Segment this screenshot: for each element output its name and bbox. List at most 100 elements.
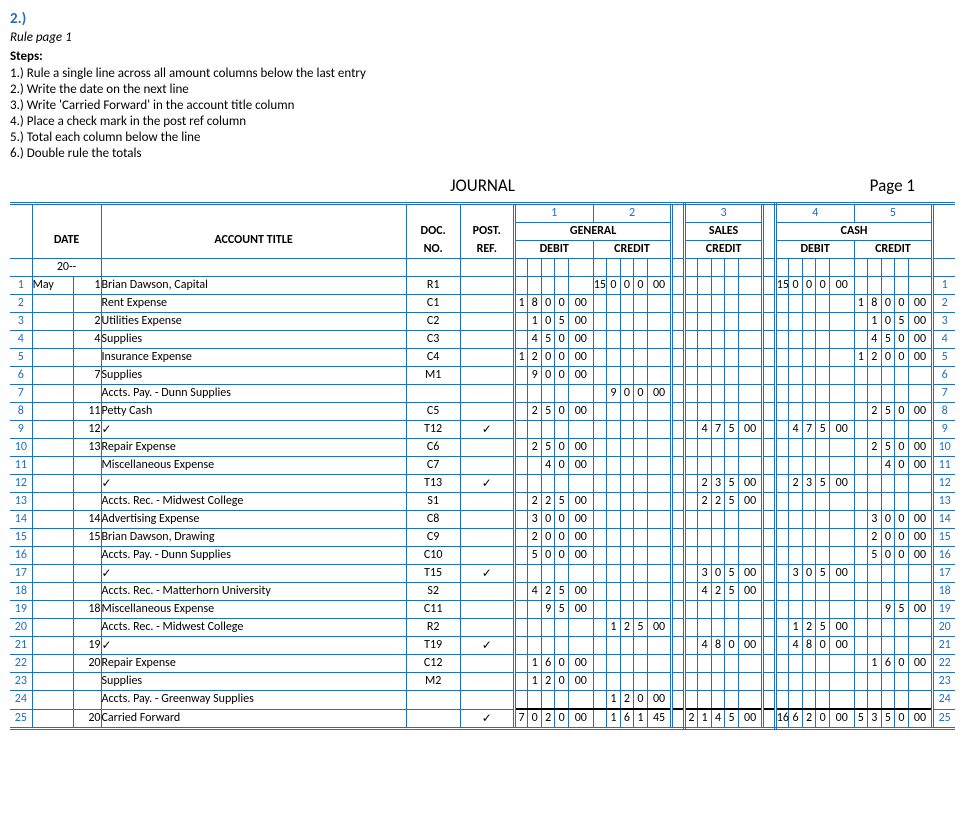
amount-cents xyxy=(647,601,672,619)
table-row: 11Miscellaneous ExpenseC74000400011 xyxy=(10,457,955,475)
amount-cents: 00 xyxy=(829,421,854,439)
table-row: 23SuppliesM21200023 xyxy=(10,673,955,691)
amount-digit xyxy=(593,403,607,421)
amount-cents xyxy=(647,547,672,565)
row-number-right: 4 xyxy=(933,331,955,349)
account-title-cell: Rent Expense xyxy=(101,295,406,313)
group-spacer xyxy=(672,691,684,710)
cash-header: CASH xyxy=(775,223,933,241)
amount-cents xyxy=(829,295,854,313)
account-title-cell: Accts. Rec. - Midwest College xyxy=(101,493,406,511)
amount-digit xyxy=(816,313,830,331)
table-row: 2220Repair ExpenseC12160001600022 xyxy=(10,655,955,673)
amount-cents xyxy=(738,313,763,331)
step-item: 4.) Place a check mark in the post ref c… xyxy=(10,114,955,129)
amount-digit xyxy=(711,313,725,331)
year-row: 20-- xyxy=(10,259,955,277)
doc-no-cell: R2 xyxy=(406,619,460,637)
amount-cents xyxy=(738,655,763,673)
amount-digit xyxy=(868,421,882,439)
amount-digit xyxy=(634,637,648,655)
amount-digit xyxy=(854,475,868,493)
amount-digit xyxy=(816,367,830,385)
amount-cents: 00 xyxy=(568,295,593,313)
row-number-right: 9 xyxy=(933,421,955,439)
amount-cents xyxy=(738,619,763,637)
amount-digit xyxy=(634,295,648,313)
amount-cents xyxy=(829,367,854,385)
day-cell xyxy=(74,475,101,493)
table-row: 16Accts. Pay. - Dunn SuppliesC1050000500… xyxy=(10,547,955,565)
amount-digit: 3 xyxy=(868,511,882,529)
doc-no-cell: C6 xyxy=(406,439,460,457)
row-number-right: 22 xyxy=(933,655,955,673)
table-row: 912✓T12✓47500475009 xyxy=(10,421,955,439)
row-number-left: 2 xyxy=(10,295,32,313)
account-title-cell: Supplies xyxy=(101,331,406,349)
amount-digit xyxy=(620,655,634,673)
row-number-left: 7 xyxy=(10,385,32,403)
amount-digit xyxy=(854,277,868,295)
amount-digit xyxy=(607,493,621,511)
amount-digit xyxy=(528,565,542,583)
amount-digit xyxy=(816,439,830,457)
amount-digit: 1 xyxy=(634,709,648,729)
month-cell xyxy=(32,493,74,511)
amount-cents xyxy=(908,385,933,403)
amount-digit xyxy=(607,331,621,349)
amount-digit xyxy=(789,457,803,475)
amount-digit: 5 xyxy=(725,565,739,583)
amount-digit: 8 xyxy=(802,637,816,655)
amount-digit xyxy=(634,547,648,565)
post-ref-cell: ✓ xyxy=(460,709,514,729)
amount-digit: 1 xyxy=(789,619,803,637)
amount-digit xyxy=(881,421,895,439)
col-num: 5 xyxy=(854,204,933,223)
amount-digit: 0 xyxy=(895,295,909,313)
amount-digit xyxy=(854,637,868,655)
amount-cents: 00 xyxy=(647,691,672,710)
doc-no-cell: C8 xyxy=(406,511,460,529)
month-cell xyxy=(32,403,74,421)
amount-digit xyxy=(789,313,803,331)
amount-digit xyxy=(607,439,621,457)
amount-digit xyxy=(541,637,555,655)
amount-digit xyxy=(775,295,789,313)
amount-digit xyxy=(816,547,830,565)
amount-digit: 2 xyxy=(620,619,634,637)
amount-digit xyxy=(802,493,816,511)
amount-digit xyxy=(607,673,621,691)
amount-cents: 00 xyxy=(829,709,854,729)
amount-digit xyxy=(881,385,895,403)
column-numbers-row: 1 2 3 4 5 xyxy=(10,204,955,223)
row-number-left: 21 xyxy=(10,637,32,655)
amount-digit: 0 xyxy=(541,529,555,547)
amount-digit xyxy=(634,601,648,619)
row-number-left: 19 xyxy=(10,601,32,619)
amount-digit: 0 xyxy=(802,277,816,295)
amount-digit xyxy=(528,385,542,403)
amount-digit xyxy=(607,313,621,331)
gen-credit-header: CREDIT xyxy=(593,241,672,259)
amount-digit xyxy=(868,565,882,583)
amount-digit xyxy=(802,601,816,619)
amount-digit xyxy=(854,421,868,439)
amount-cents: 00 xyxy=(908,331,933,349)
amount-digit xyxy=(881,583,895,601)
amount-cents xyxy=(568,691,593,710)
amount-digit: 5 xyxy=(816,421,830,439)
amount-digit xyxy=(541,385,555,403)
amount-digit xyxy=(698,601,712,619)
row-number-right: 12 xyxy=(933,475,955,493)
row-number-left: 12 xyxy=(10,475,32,493)
amount-digit xyxy=(895,619,909,637)
month-cell xyxy=(32,331,74,349)
amount-digit xyxy=(775,601,789,619)
amount-digit xyxy=(881,367,895,385)
group-spacer xyxy=(672,295,684,313)
amount-digit xyxy=(634,367,648,385)
amount-digit xyxy=(620,475,634,493)
amount-digit xyxy=(881,565,895,583)
amount-digit: 7 xyxy=(711,421,725,439)
row-number-left: 25 xyxy=(10,709,32,729)
